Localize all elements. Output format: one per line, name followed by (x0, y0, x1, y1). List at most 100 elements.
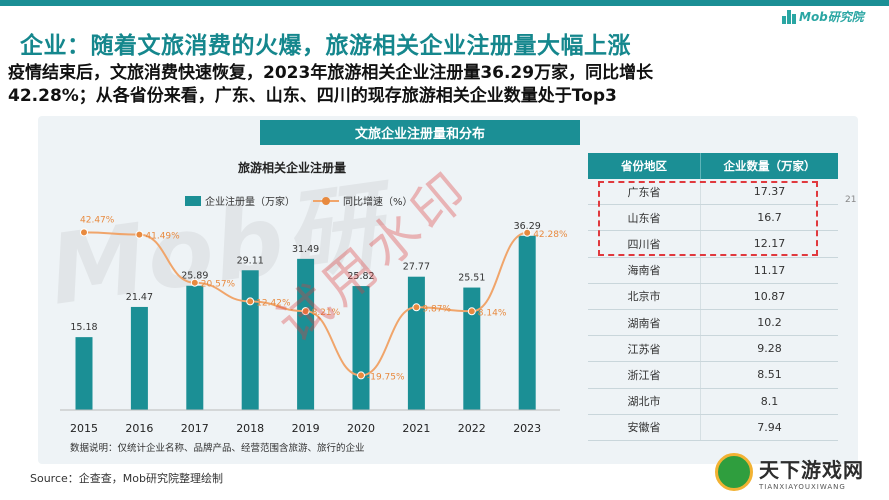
table-cell-count: 12.17 (700, 231, 838, 257)
subtitle-line-2: 42.28%；从各省份来看，广东、山东、四川的现存旅游相关企业数量处于Top3 (8, 86, 617, 106)
table-cell-count: 8.51 (700, 362, 838, 388)
bar (297, 258, 315, 410)
bar-value-label: 15.18 (70, 322, 97, 333)
growth-point (80, 228, 88, 237)
table-cell-province: 海南省 (627, 264, 661, 278)
chart-legend: 企业注册量（万家） 同比增速（%） (185, 193, 413, 208)
top3-highlight-box (598, 181, 818, 256)
mob-logo: Mob研究院 (782, 8, 864, 25)
growth-value-label: 42.28% (533, 230, 568, 240)
growth-point (190, 278, 199, 287)
chart-title: 旅游相关企业注册量 (238, 161, 347, 175)
table-cell-province: 广东省 (627, 185, 661, 199)
table-cell-count: 11.17 (700, 257, 838, 283)
table-cell-province: 浙江省 (627, 368, 661, 382)
table-cell-province: 四川省 (627, 237, 661, 251)
table-header-row: 省份地区 企业数量（万家） (588, 153, 838, 179)
subtitle: 疫情结束后，文旅消费快速恢复，2023年旅游相关企业注册量36.29万家，同比增… (8, 62, 878, 108)
table-cell-province: 湖南省 (627, 316, 661, 330)
table-cell-province: 江苏省 (627, 342, 661, 356)
data-note: 数据说明：仅统计企业名称、品牌产品、经营范围含旅游、旅行的企业 (70, 443, 365, 454)
x-tick-label: 2016 (125, 422, 153, 435)
table-row: 北京市 10.87 (588, 283, 838, 310)
legend-bar-swatch (185, 195, 201, 206)
legend-bar-label: 企业注册量（万家） (205, 197, 295, 208)
x-tick-label: 2019 (292, 422, 320, 435)
bar-value-label: 21.47 (126, 292, 153, 303)
site-badge: 天下游戏网 TIANXIAYOUXIWANG (715, 453, 864, 491)
table-cell-count: 9.28 (700, 336, 838, 362)
growth-line (83, 231, 528, 377)
table-cell-count: 10.87 (700, 283, 838, 309)
growth-value-label: 41.49% (145, 232, 180, 242)
table-cell-count: 17.37 (700, 179, 838, 205)
x-tick-label: 2023 (513, 422, 541, 435)
site-sub: TIANXIAYOUXIWANG (759, 482, 846, 491)
source-note: Source：企查查，Mob研究院整理绘制 (30, 472, 223, 485)
bar (75, 337, 93, 410)
table-cell-province: 湖北市 (627, 395, 661, 409)
growth-value-label: 9.87% (422, 304, 451, 314)
table-cell-count: 16.7 (700, 205, 838, 231)
bar (186, 285, 204, 410)
table-row: 安徽省 7.94 (588, 414, 838, 441)
table-row: 山东省 16.7 (588, 205, 838, 232)
bar-value-label: 25.82 (347, 271, 374, 282)
growth-value-label: 20.57% (201, 280, 236, 290)
bar-value-label: 36.29 (514, 221, 541, 232)
site-logo-icon (715, 453, 753, 491)
bar-value-label: 25.51 (458, 273, 485, 284)
bar-value-label: 27.77 (403, 262, 430, 273)
page-number: 21 (845, 195, 857, 205)
x-tick-label: 2017 (181, 422, 209, 435)
legend-line-label: 同比增速（%） (343, 197, 413, 208)
bar-value-label: 31.49 (292, 244, 319, 255)
site-name: 天下游戏网 (759, 457, 864, 482)
growth-point (467, 307, 476, 316)
bar-value-label: 25.89 (181, 271, 208, 282)
growth-value-label: 12.42% (256, 298, 291, 308)
logo-text: Mob研究院 (799, 10, 864, 24)
table-cell-count: 7.94 (700, 414, 838, 440)
table-cell-province: 安徽省 (627, 421, 661, 435)
table-cell-count: 10.2 (700, 309, 838, 336)
bar (407, 276, 425, 410)
legend-line-swatch (313, 196, 339, 206)
table-cell-count: 8.1 (700, 388, 838, 414)
bar (518, 235, 536, 410)
table-cell-province: 山东省 (627, 211, 661, 225)
table-row: 江苏省 9.28 (588, 336, 838, 363)
table-row: 海南省 11.17 (588, 257, 838, 284)
page-title: 企业：随着文旅消费的火爆，旅游相关企业注册量大幅上涨 (20, 33, 631, 59)
subtitle-line-1: 疫情结束后，文旅消费快速恢复，2023年旅游相关企业注册量36.29万家，同比增… (8, 63, 654, 83)
growth-point (523, 228, 532, 237)
table-row: 浙江省 8.51 (588, 362, 838, 389)
bar-value-label: 29.11 (237, 255, 264, 266)
logo-bars-icon (782, 9, 796, 24)
bar (130, 306, 148, 410)
growth-value-label: 8.14% (478, 308, 507, 318)
x-tick-label: 2022 (458, 422, 486, 435)
top-accent-bar (0, 0, 889, 6)
growth-value-label: -19.75% (367, 372, 405, 382)
table-row: 广东省 17.37 (588, 179, 838, 206)
x-tick-label: 2021 (402, 422, 430, 435)
province-table: 省份地区 企业数量（万家） 广东省 17.37 山东省 16.7 四川省 12.17 … (588, 153, 838, 441)
bar (352, 286, 370, 410)
x-tick-label: 2018 (236, 422, 264, 435)
x-tick-label: 2020 (347, 422, 375, 435)
panel-header: 文旅企业注册量和分布 (260, 120, 580, 145)
growth-value-label: 8.21% (312, 308, 341, 318)
growth-point (357, 371, 365, 380)
growth-point (246, 297, 255, 306)
table-cell-province: 北京市 (627, 290, 661, 304)
table-header-province: 省份地区 (621, 159, 667, 173)
table-row: 湖北市 8.1 (588, 388, 838, 415)
x-tick-label: 2015 (70, 422, 98, 435)
growth-value-label: 42.47% (80, 215, 115, 225)
table-row: 湖南省 10.2 (588, 309, 838, 337)
bar (463, 287, 481, 410)
bar (241, 270, 259, 410)
table-row: 四川省 12.17 (588, 231, 838, 258)
